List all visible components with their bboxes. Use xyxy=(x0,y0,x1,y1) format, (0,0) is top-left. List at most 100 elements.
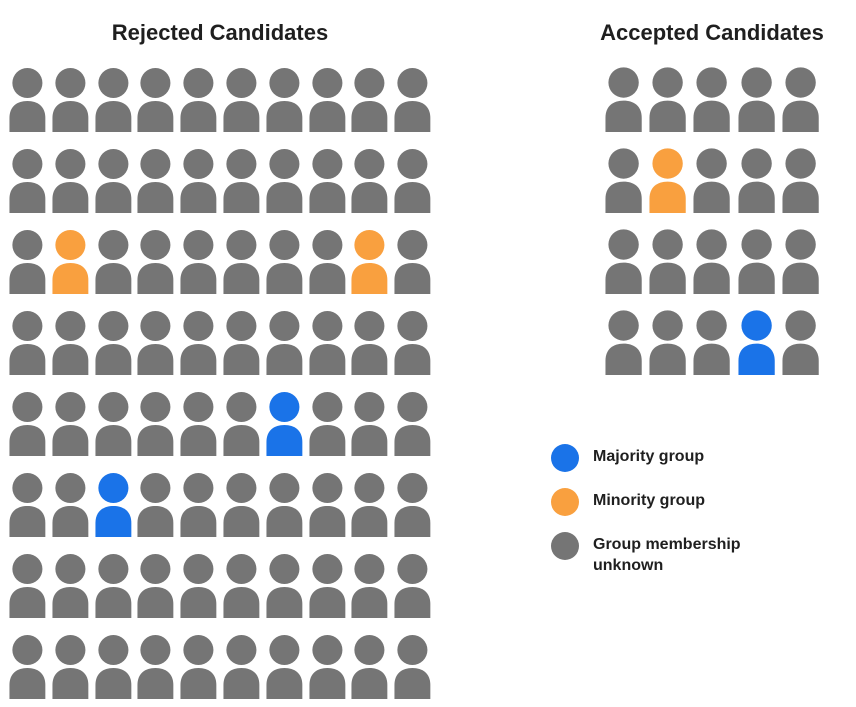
person-icon-unknown xyxy=(94,633,133,699)
rejected-panel-title: Rejected Candidates xyxy=(111,20,329,45)
person-icon-unknown xyxy=(222,471,261,537)
person-icon-unknown xyxy=(648,66,687,132)
person-icon-unknown xyxy=(8,147,47,213)
person-icon-unknown xyxy=(51,390,90,456)
person-icon-minority xyxy=(350,228,389,294)
person-icon-unknown xyxy=(51,633,90,699)
person-icon-unknown xyxy=(692,309,731,375)
person-icon-unknown xyxy=(393,66,432,132)
person-icon-unknown xyxy=(604,147,643,213)
person-icon-unknown xyxy=(350,471,389,537)
person-icon-unknown xyxy=(51,309,90,375)
person-icon-unknown xyxy=(136,390,175,456)
person-icon-unknown xyxy=(136,552,175,618)
person-icon-unknown xyxy=(222,633,261,699)
person-icon-unknown xyxy=(781,309,820,375)
person-icon-unknown xyxy=(350,552,389,618)
person-icon-unknown xyxy=(308,471,347,537)
person-icon-unknown xyxy=(179,633,218,699)
person-icon-unknown xyxy=(604,228,643,294)
legend-item-label: Group membership unknown xyxy=(593,536,741,574)
person-icon-unknown xyxy=(308,66,347,132)
person-icon-unknown xyxy=(94,309,133,375)
person-icon-unknown xyxy=(136,66,175,132)
person-icon-unknown xyxy=(265,633,304,699)
person-icon-unknown xyxy=(265,66,304,132)
person-icon-unknown xyxy=(179,147,218,213)
person-icon-unknown xyxy=(393,390,432,456)
person-icon-unknown xyxy=(265,552,304,618)
person-icon-unknown xyxy=(94,228,133,294)
person-icon-unknown xyxy=(350,633,389,699)
person-icon-unknown xyxy=(393,228,432,294)
person-icon-unknown xyxy=(737,66,776,132)
person-icon-unknown xyxy=(692,66,731,132)
person-icon-unknown xyxy=(781,228,820,294)
unknown-group-dot-icon xyxy=(551,532,579,560)
person-icon-unknown xyxy=(136,228,175,294)
person-icon-unknown xyxy=(222,390,261,456)
person-icon-unknown xyxy=(393,471,432,537)
person-icon-unknown xyxy=(308,633,347,699)
person-icon-unknown xyxy=(604,66,643,132)
person-icon-unknown xyxy=(781,66,820,132)
accepted-candidates-grid xyxy=(604,66,820,375)
minority-group-dot-icon xyxy=(551,488,579,516)
accepted-panel-title: Accepted Candidates xyxy=(600,20,824,45)
person-icon-unknown xyxy=(136,471,175,537)
person-icon-unknown xyxy=(308,390,347,456)
person-icon-unknown xyxy=(179,228,218,294)
person-icon-unknown xyxy=(308,309,347,375)
legend: Majority group Minority group Group member… xyxy=(551,444,771,577)
person-icon-unknown xyxy=(179,66,218,132)
person-icon-unknown xyxy=(222,228,261,294)
person-icon-unknown xyxy=(393,147,432,213)
legend-item-unknown: Group membership unknown xyxy=(551,532,771,577)
person-icon-unknown xyxy=(393,552,432,618)
person-icon-unknown xyxy=(179,471,218,537)
person-icon-unknown xyxy=(648,309,687,375)
person-icon-unknown xyxy=(51,552,90,618)
person-icon-unknown xyxy=(604,309,643,375)
person-icon-unknown xyxy=(94,552,133,618)
person-icon-unknown xyxy=(51,147,90,213)
person-icon-unknown xyxy=(136,309,175,375)
person-icon-unknown xyxy=(308,552,347,618)
person-icon-majority xyxy=(265,390,304,456)
person-icon-unknown xyxy=(265,147,304,213)
person-icon-unknown xyxy=(51,66,90,132)
person-icon-unknown xyxy=(648,228,687,294)
person-icon-unknown xyxy=(265,471,304,537)
person-icon-majority xyxy=(94,471,133,537)
person-icon-unknown xyxy=(265,309,304,375)
person-icon-unknown xyxy=(308,228,347,294)
person-icon-minority xyxy=(648,147,687,213)
person-icon-unknown xyxy=(737,147,776,213)
person-icon-unknown xyxy=(350,147,389,213)
person-icon-unknown xyxy=(136,147,175,213)
person-icon-unknown xyxy=(393,309,432,375)
person-icon-unknown xyxy=(8,390,47,456)
person-icon-unknown xyxy=(308,147,347,213)
person-icon-unknown xyxy=(179,390,218,456)
person-icon-unknown xyxy=(94,147,133,213)
person-icon-unknown xyxy=(737,228,776,294)
person-icon-unknown xyxy=(8,552,47,618)
person-icon-unknown xyxy=(51,471,90,537)
person-icon-unknown xyxy=(692,147,731,213)
person-icon-unknown xyxy=(781,147,820,213)
person-icon-unknown xyxy=(8,228,47,294)
person-icon-unknown xyxy=(179,309,218,375)
person-icon-unknown xyxy=(179,552,218,618)
person-icon-unknown xyxy=(222,309,261,375)
person-icon-unknown xyxy=(8,66,47,132)
majority-group-dot-icon xyxy=(551,444,579,472)
person-icon-unknown xyxy=(8,633,47,699)
legend-item-majority: Majority group xyxy=(551,444,771,472)
person-icon-unknown xyxy=(393,633,432,699)
person-icon-unknown xyxy=(94,390,133,456)
person-icon-unknown xyxy=(265,228,304,294)
person-icon-unknown xyxy=(222,552,261,618)
person-icon-minority xyxy=(51,228,90,294)
